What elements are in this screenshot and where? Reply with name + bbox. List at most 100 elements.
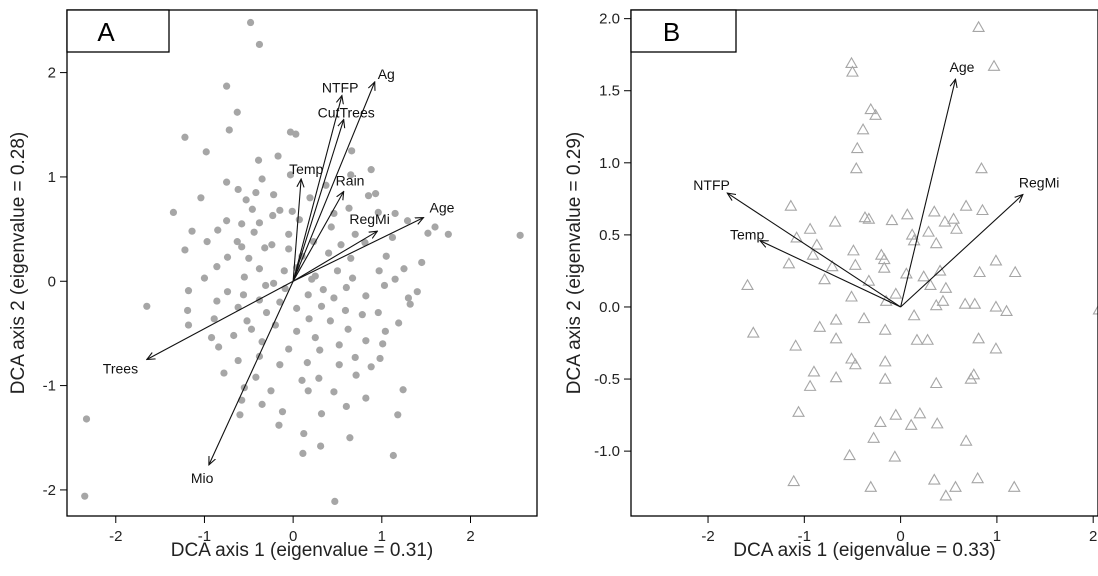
- data-point: [846, 65, 859, 77]
- data-point: [347, 171, 355, 179]
- data-point: [358, 311, 366, 319]
- data-point: [939, 281, 953, 293]
- data-point: [236, 411, 244, 419]
- data-point: [967, 368, 981, 380]
- data-point: [516, 231, 524, 239]
- y-tick-label: -2: [43, 482, 56, 499]
- data-point: [333, 267, 342, 275]
- data-point: [1008, 265, 1022, 278]
- data-point: [295, 216, 303, 224]
- data-point: [388, 233, 397, 242]
- vector-label-trees: Trees: [103, 361, 138, 377]
- data-point: [374, 308, 382, 317]
- data-point: [342, 402, 350, 411]
- x-axis: -2 -1 0 1 2: [109, 516, 475, 545]
- data-point: [292, 130, 300, 138]
- vector-mio: [209, 281, 294, 465]
- data-point: [813, 320, 827, 332]
- data-point: [346, 434, 354, 442]
- data-point: [300, 429, 308, 438]
- data-point: [403, 217, 412, 225]
- data-point: [367, 166, 375, 174]
- data-point: [927, 205, 941, 217]
- data-point: [885, 213, 899, 226]
- data-point: [246, 18, 255, 27]
- data-point: [335, 341, 343, 349]
- data-point: [361, 239, 369, 247]
- data-point: [234, 356, 242, 365]
- data-point: [746, 326, 760, 338]
- data-point: [351, 230, 359, 238]
- data-point: [347, 254, 355, 262]
- vector-label-temp: Temp: [730, 227, 764, 243]
- data-point: [262, 281, 270, 290]
- data-point: [275, 421, 283, 429]
- y-tick-label: 0.5: [599, 227, 620, 244]
- data-point: [143, 302, 151, 310]
- y-tick-label: 1: [48, 169, 56, 186]
- data-point: [223, 288, 232, 296]
- plot-frame: [630, 9, 1098, 517]
- data-point: [258, 175, 266, 183]
- data-point: [254, 156, 263, 164]
- data-point: [255, 40, 264, 49]
- data-point: [286, 171, 295, 179]
- x-axis: -2 -1 0 1 2: [701, 516, 1097, 545]
- y-tick-label: 1.0: [599, 155, 620, 172]
- data-point: [790, 231, 804, 243]
- data-point: [278, 408, 287, 416]
- data-point: [929, 236, 943, 249]
- data-point: [267, 387, 275, 395]
- data-point: [261, 244, 269, 252]
- data-point: [197, 194, 205, 202]
- data-point: [975, 161, 988, 174]
- data-point: [391, 275, 399, 283]
- vector-ntfp: [292, 96, 342, 282]
- data-point: [293, 304, 301, 312]
- data-point: [829, 332, 843, 344]
- data-point: [846, 244, 860, 256]
- data-point: [848, 258, 862, 270]
- data-point: [335, 361, 343, 369]
- data-point: [938, 215, 952, 227]
- data-point: [947, 212, 961, 224]
- data-point: [807, 365, 821, 377]
- data-point: [867, 431, 881, 443]
- data-point: [225, 126, 233, 134]
- data-point: [184, 321, 193, 329]
- vector-cuttrees: [292, 120, 344, 282]
- data-point: [818, 272, 831, 285]
- data-point: [973, 265, 987, 278]
- data-point: [806, 248, 820, 260]
- data-point: [351, 353, 359, 362]
- data-point: [210, 315, 218, 323]
- vector-ag: [292, 82, 375, 282]
- data-point: [367, 363, 375, 371]
- data-point: [344, 325, 352, 333]
- data-point: [243, 317, 251, 325]
- data-point: [233, 108, 241, 116]
- data-point: [888, 450, 902, 462]
- data-point: [238, 220, 246, 228]
- x-tick-label: 0: [289, 528, 297, 545]
- data-point: [1092, 304, 1098, 315]
- data-point: [878, 372, 892, 384]
- x-tick-label: 1: [993, 528, 1001, 545]
- data-point: [843, 448, 857, 461]
- data-point: [207, 333, 216, 342]
- data-point: [270, 191, 278, 199]
- y-axis-label: DCA axis 2 (eigenvalue = 0.29): [564, 132, 585, 394]
- vector-age: [292, 218, 423, 282]
- data-point: [927, 473, 941, 485]
- y-tick-label: -1: [43, 378, 56, 395]
- y-tick-label: 2.0: [599, 11, 620, 28]
- data-point: [910, 333, 924, 345]
- data-point: [879, 294, 893, 306]
- data-point: [803, 222, 817, 234]
- data-point: [203, 238, 211, 246]
- data-point: [315, 374, 323, 382]
- data-point: [379, 340, 387, 348]
- data-point: [223, 253, 232, 261]
- data-point: [968, 297, 982, 309]
- data-point: [921, 333, 935, 345]
